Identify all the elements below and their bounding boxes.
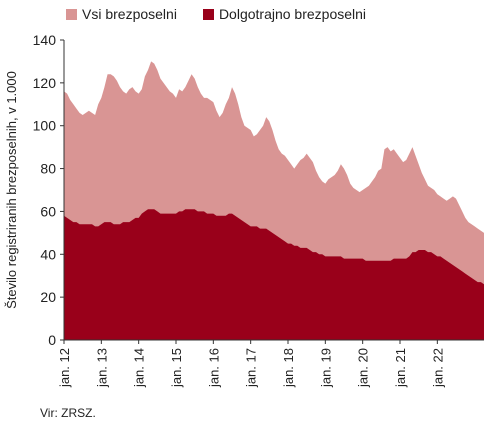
chart-legend: Vsi brezposelni Dolgotrajno brezposelni: [66, 6, 366, 22]
legend-label-dolgotrajno: Dolgotrajno brezposelni: [218, 6, 367, 22]
y-tick-label-140: 140: [33, 32, 57, 48]
x-tick-label-9: jan. 21: [393, 348, 408, 388]
y-tick-label-100: 100: [33, 118, 57, 134]
y-tick-label-120: 120: [33, 75, 57, 91]
area-series-2: [64, 209, 484, 340]
legend-swatch-vsi: [66, 8, 77, 20]
x-tick-label-6: jan. 18: [281, 348, 296, 388]
x-tick-label-4: jan. 16: [206, 348, 221, 388]
legend-swatch-dolgotrajno: [202, 8, 214, 20]
x-tick-label-1: jan. 13: [94, 348, 109, 388]
y-axis-title: Število registriranih brezposelnih, v 1.…: [4, 71, 19, 309]
source-note: Vir: ZRSZ.: [40, 406, 96, 420]
legend-item-vsi: Vsi brezposelni: [66, 6, 177, 22]
y-tick-label-0: 0: [48, 332, 56, 348]
x-tick-label-0: jan. 12: [57, 348, 72, 388]
x-tick-label-3: jan. 15: [169, 348, 184, 388]
y-tick-label-40: 40: [40, 246, 56, 262]
y-tick-label-60: 60: [40, 203, 56, 219]
x-tick-label-2: jan. 14: [132, 348, 147, 388]
x-tick-label-5: jan. 17: [244, 348, 259, 388]
x-tick-label-8: jan. 20: [356, 348, 371, 388]
x-tick-label-10: jan. 22: [430, 348, 445, 388]
y-tick-label-80: 80: [40, 161, 56, 177]
x-tick-label-7: jan. 19: [318, 348, 333, 388]
y-tick-label-20: 20: [40, 289, 56, 305]
legend-item-dolgotrajno: Dolgotrajno brezposelni: [202, 6, 367, 22]
legend-label-vsi: Vsi brezposelni: [82, 6, 177, 22]
